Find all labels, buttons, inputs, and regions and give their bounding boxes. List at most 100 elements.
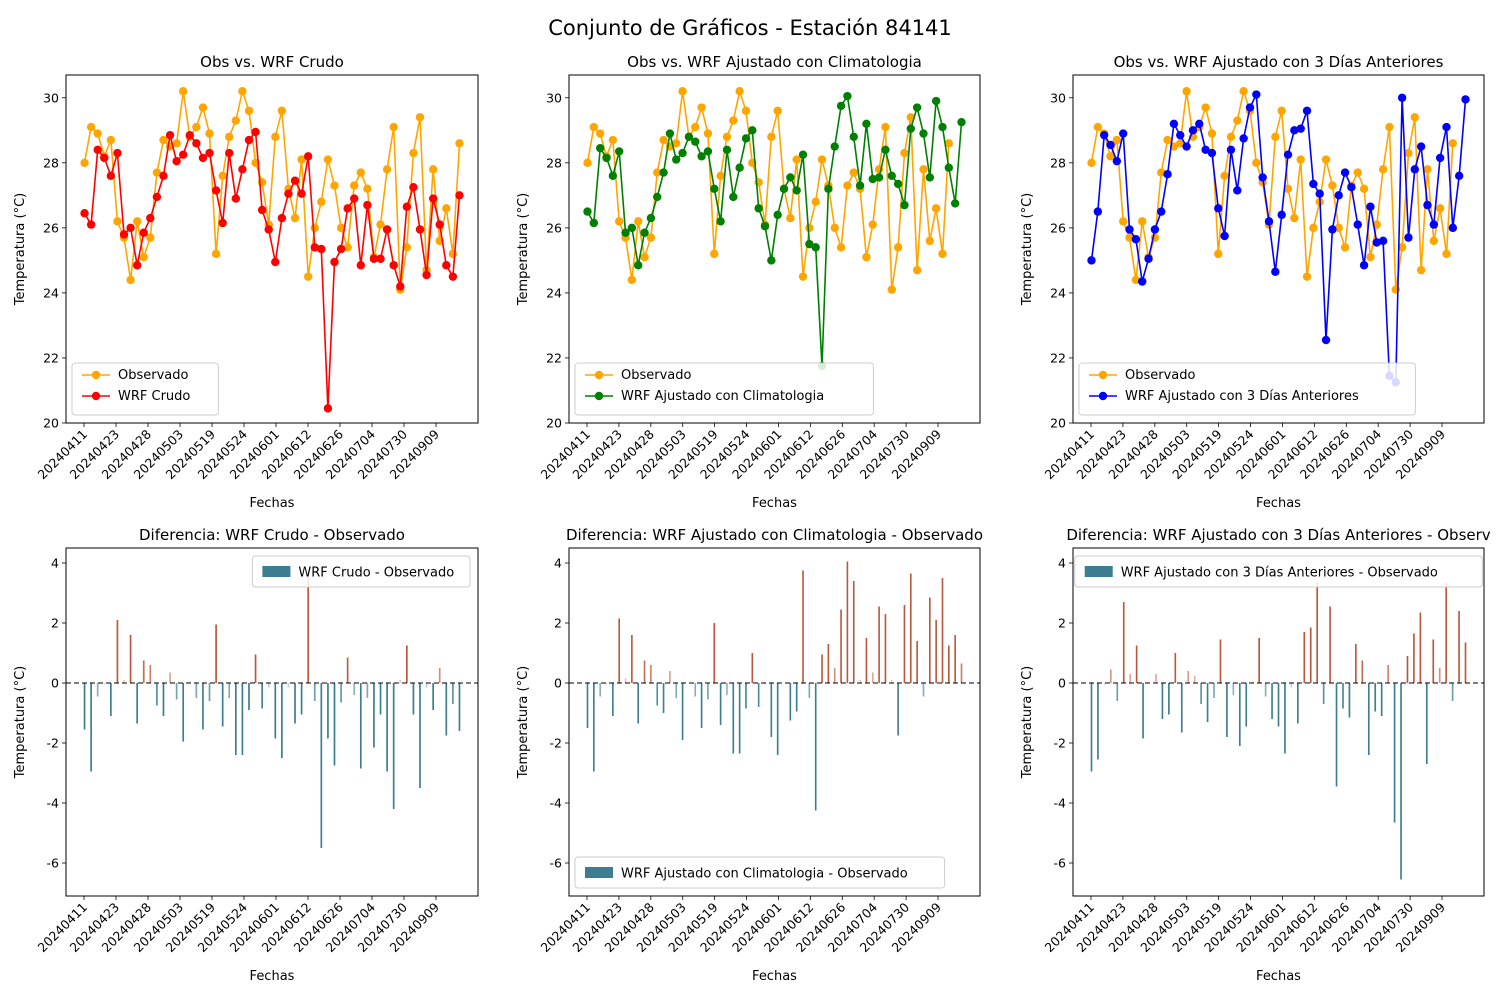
bar	[1297, 683, 1299, 724]
x-axis-label: Fechas	[250, 969, 295, 984]
data-point	[881, 122, 890, 132]
data-point	[602, 153, 611, 163]
y-tick-label: 4	[51, 556, 59, 571]
bar	[452, 683, 454, 704]
bar	[1335, 683, 1338, 787]
bar	[757, 683, 760, 707]
data-point	[93, 129, 102, 138]
legend-marker	[91, 391, 101, 401]
data-point	[836, 243, 846, 252]
data-point	[382, 165, 392, 174]
y-tick-label: 20	[43, 416, 59, 431]
data-point	[1125, 225, 1134, 234]
y-tick-label: 0	[554, 676, 562, 691]
data-point	[1207, 129, 1217, 138]
bar	[1174, 653, 1177, 683]
bar	[405, 645, 408, 683]
data-point	[900, 148, 909, 158]
bar	[169, 672, 171, 683]
data-point	[583, 158, 592, 168]
data-point	[1163, 135, 1172, 145]
data-point	[238, 87, 247, 96]
data-point	[589, 218, 599, 228]
data-point	[735, 163, 744, 172]
bar	[922, 683, 925, 697]
bar	[162, 683, 165, 716]
bar	[1129, 674, 1132, 683]
data-point	[1220, 231, 1229, 241]
data-point	[422, 270, 431, 280]
data-point	[817, 155, 827, 164]
data-point	[583, 207, 592, 216]
data-point	[1239, 134, 1248, 143]
y-tick-label: -2	[47, 736, 59, 751]
bar	[675, 683, 678, 698]
data-point	[855, 181, 865, 190]
axes-frame	[568, 547, 981, 897]
y-tick-label: 4	[1058, 556, 1066, 571]
data-point	[1150, 225, 1160, 234]
data-point	[225, 148, 234, 158]
bar	[1103, 683, 1106, 685]
data-point	[1106, 140, 1115, 150]
bar	[1348, 683, 1351, 718]
data-point	[1271, 267, 1280, 276]
bar	[1161, 683, 1164, 719]
data-point	[356, 168, 365, 177]
data-point	[608, 171, 618, 181]
data-point	[132, 261, 142, 270]
bar	[359, 683, 362, 769]
data-point	[716, 171, 725, 181]
bar	[353, 683, 356, 695]
bar	[1400, 683, 1402, 880]
data-point	[640, 252, 649, 262]
bar	[1464, 642, 1467, 683]
data-point	[595, 143, 605, 153]
data-point	[1226, 145, 1236, 155]
x-axis-label: Fechas	[1256, 496, 1301, 511]
bar	[1245, 683, 1248, 727]
data-point	[80, 158, 89, 168]
data-point	[830, 142, 839, 151]
data-point	[1138, 277, 1147, 286]
data-point	[363, 184, 372, 194]
legend-marker	[594, 391, 604, 401]
data-point	[659, 168, 668, 177]
data-point	[843, 91, 852, 101]
data-point	[798, 150, 808, 159]
data-point	[893, 243, 903, 252]
bar	[96, 683, 99, 697]
data-point	[887, 171, 896, 181]
bar	[175, 683, 178, 700]
data-point	[830, 223, 839, 233]
data-point	[139, 228, 148, 237]
legend-label: Observado	[1125, 368, 1196, 383]
bar	[215, 624, 217, 683]
bar	[261, 683, 263, 709]
bar	[916, 641, 918, 683]
data-point	[1366, 202, 1375, 211]
bar	[1226, 683, 1228, 737]
bar	[814, 683, 817, 811]
data-point	[356, 261, 365, 270]
data-point	[1334, 191, 1343, 200]
data-point	[284, 189, 293, 198]
data-point	[205, 148, 214, 158]
data-point	[843, 181, 852, 190]
data-point	[146, 233, 155, 242]
data-point	[868, 220, 877, 229]
data-point	[310, 223, 319, 233]
data-point	[100, 153, 109, 163]
bar	[1122, 602, 1125, 683]
y-axis-label: Temperatura (°C)	[1020, 193, 1035, 306]
y-tick-label: 2	[1058, 616, 1066, 631]
y-tick-label: 2	[51, 616, 59, 631]
data-point	[435, 220, 444, 229]
bar	[897, 683, 899, 736]
data-point	[336, 223, 346, 233]
data-point	[152, 168, 162, 177]
bar	[1425, 683, 1428, 764]
bar	[1322, 683, 1325, 704]
data-point	[608, 135, 618, 145]
data-point	[376, 220, 385, 229]
